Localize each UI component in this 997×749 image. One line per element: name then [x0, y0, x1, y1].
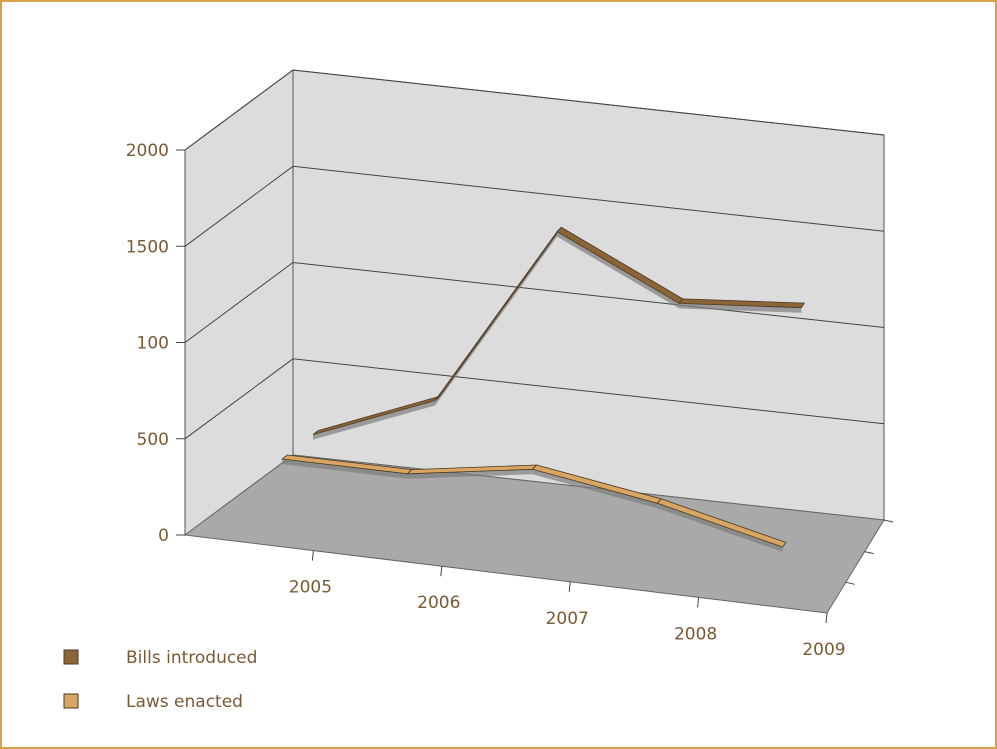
chart-walls	[183, 69, 885, 614]
legend-label: Laws enacted	[126, 692, 243, 712]
x-tick-mark	[440, 566, 443, 577]
x-tick-mark	[697, 597, 700, 608]
x-tick-mark	[825, 612, 828, 624]
x-tick-label: 2009	[802, 640, 845, 660]
series-shadow	[282, 459, 408, 479]
legend-swatch	[63, 649, 79, 665]
x-tick-mark	[311, 550, 314, 561]
legend-swatch	[63, 693, 79, 709]
series-shadow	[557, 231, 680, 309]
grid-line	[184, 165, 885, 247]
legend-label: Bills introduced	[126, 648, 257, 668]
series-shadow	[532, 469, 658, 509]
x-axis-tick-labels: 2005 2006 2007 2008 2009	[289, 519, 894, 660]
y-tick-label: 2000	[126, 141, 169, 161]
series-shadow	[313, 400, 436, 440]
legend: Bills introduced Laws enacted	[63, 648, 257, 712]
y-tick-label: 500	[137, 430, 169, 450]
x-tick-label: 2006	[417, 593, 460, 613]
x-tick-mark	[568, 581, 571, 592]
series-shadow	[679, 303, 802, 313]
x-tick-label: 2007	[546, 609, 589, 629]
y-tick-label: 1500	[126, 237, 169, 257]
depth-tick-mark	[845, 581, 855, 585]
series-segment	[678, 298, 806, 309]
series-shadow	[657, 503, 783, 552]
x-tick-label: 2008	[674, 624, 717, 644]
depth-tick-mark	[864, 551, 874, 555]
y-tick-label: 100	[137, 334, 169, 354]
depth-tick-mark	[883, 519, 894, 523]
y-axis-tick-labels: 0 500 100 1500 2000	[126, 141, 185, 546]
series-ribbons	[281, 226, 806, 552]
grid-line	[184, 358, 885, 440]
grid-line	[184, 69, 885, 151]
series-segment	[656, 498, 787, 548]
series-shadow	[407, 469, 533, 479]
y-tick-label: 0	[158, 526, 169, 546]
x-tick-label: 2005	[289, 578, 332, 598]
